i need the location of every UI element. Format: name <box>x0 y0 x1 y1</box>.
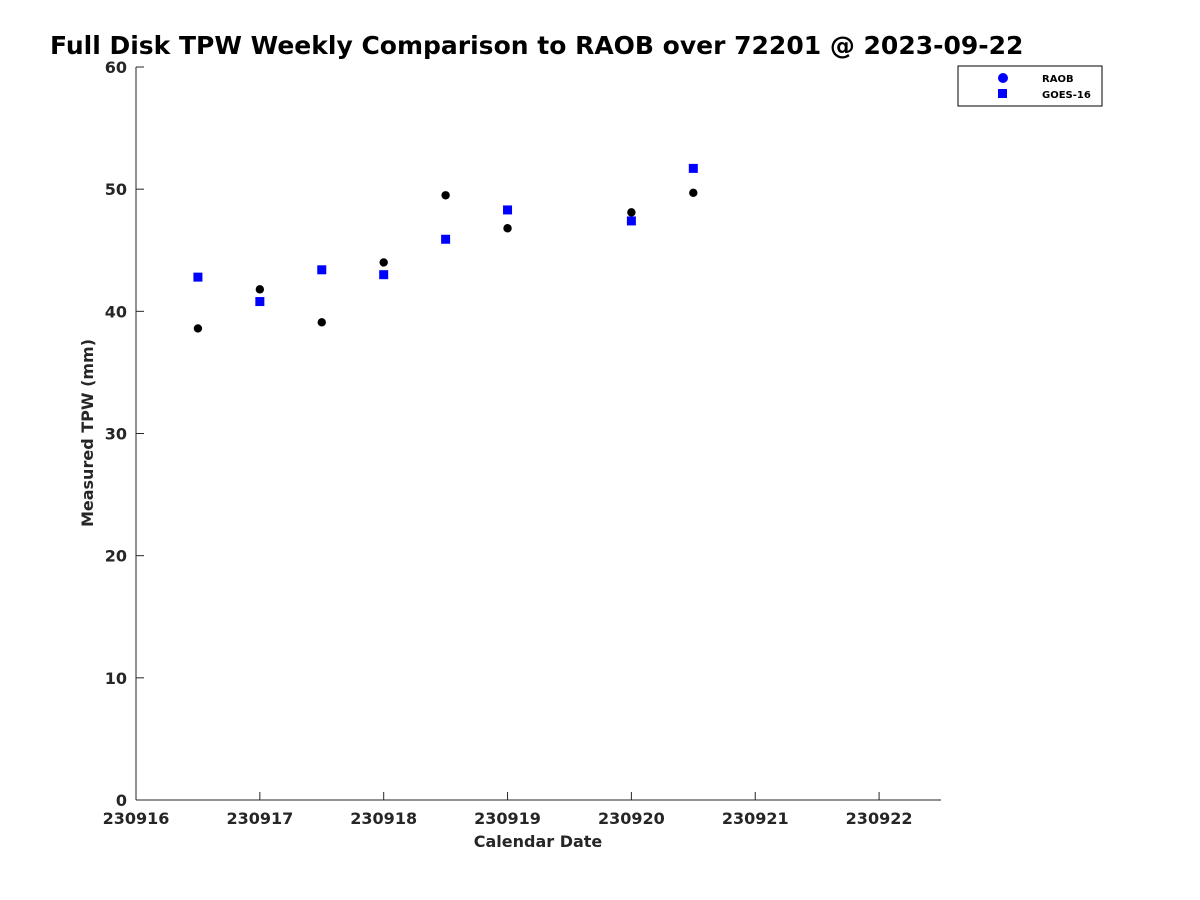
x-tick-label: 230917 <box>226 809 293 828</box>
axes <box>135 67 941 801</box>
raob-point <box>193 324 203 333</box>
y-tick-label: 0 <box>116 791 127 810</box>
legend: RAOB GOES-16 <box>957 65 1103 107</box>
raob-point <box>379 258 388 267</box>
legend-label-raob: RAOB <box>1042 74 1074 85</box>
raob-point <box>255 285 265 294</box>
y-tick-label: 10 <box>105 669 127 688</box>
goes16-point <box>688 163 698 173</box>
data-markers <box>193 163 698 333</box>
y-tick-label: 60 <box>105 58 127 77</box>
goes16-point <box>441 234 451 244</box>
goes16-point <box>255 297 265 307</box>
raob-point <box>627 208 636 217</box>
goes16-point <box>317 265 327 275</box>
goes16-point <box>193 272 203 282</box>
x-tick-label: 230916 <box>103 809 170 828</box>
goes16-point <box>626 216 636 226</box>
raob-point <box>503 224 512 233</box>
y-tick-label: 20 <box>105 547 127 566</box>
raob-point <box>689 188 698 198</box>
chart-title: Full Disk TPW Weekly Comparison to RAOB … <box>50 31 1023 60</box>
y-tick-label: 30 <box>105 425 127 444</box>
y-axis-label: Measured TPW (mm) <box>78 339 97 527</box>
x-tick-label: 230920 <box>598 809 665 828</box>
legend-marker-raob <box>998 73 1008 83</box>
goes16-point <box>503 205 513 215</box>
legend-marker-goes16 <box>998 89 1007 98</box>
x-axis-label: Calendar Date <box>474 832 603 851</box>
x-ticks: 230916 230917 230918 230919 230920 230921 2309… <box>103 792 913 828</box>
x-tick-label: 230919 <box>474 809 541 828</box>
y-tick-label: 40 <box>105 302 127 321</box>
legend-label-goes16: GOES-16 <box>1042 90 1091 101</box>
legend-box <box>957 65 1103 107</box>
raob-point <box>441 191 450 200</box>
raob-point <box>317 318 326 327</box>
y-tick-label: 50 <box>105 180 127 199</box>
x-tick-label: 230918 <box>350 809 417 828</box>
x-tick-label: 230922 <box>846 809 913 828</box>
goes16-point <box>379 270 389 280</box>
y-ticks: 0 10 20 30 40 50 60 <box>105 58 144 810</box>
x-tick-label: 230921 <box>722 809 789 828</box>
